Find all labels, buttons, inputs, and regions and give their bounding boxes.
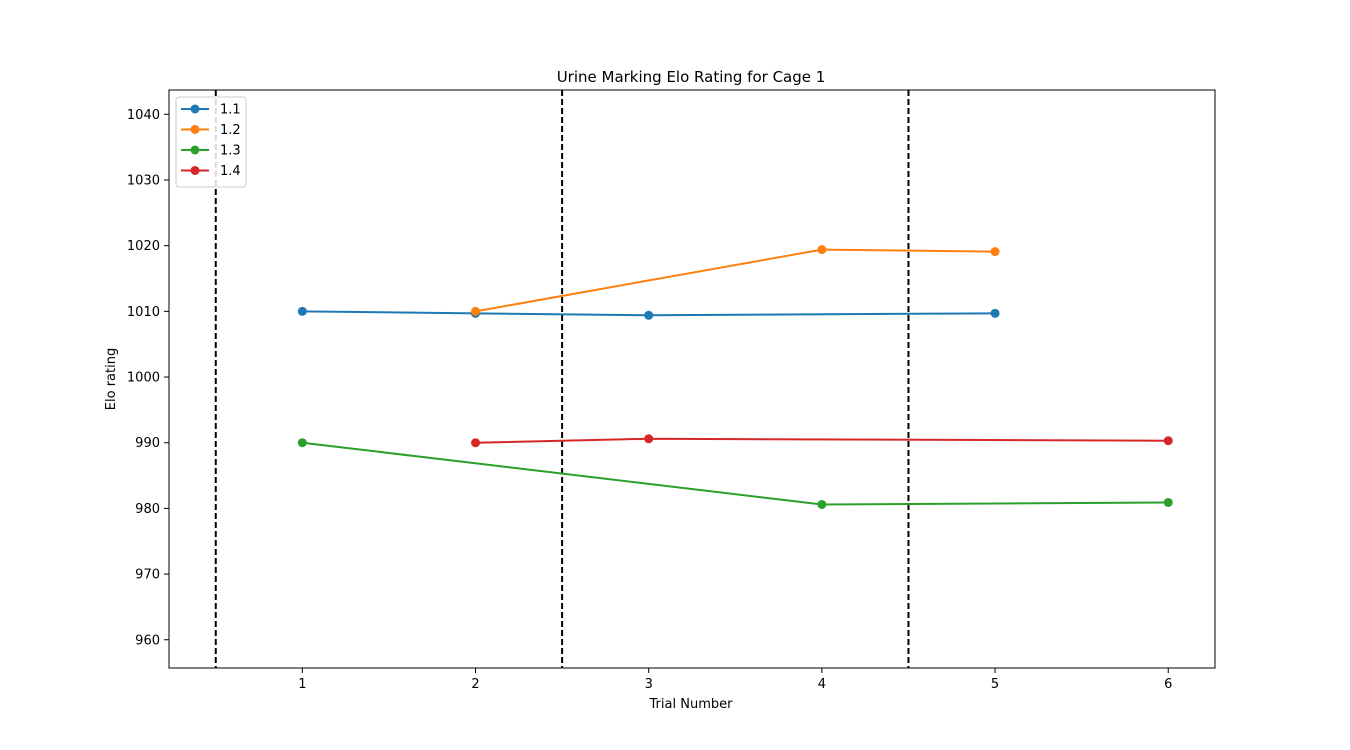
data-point-1.4-1: [644, 434, 654, 444]
plot-area: [214, 90, 1173, 668]
x-axis-label: Trial Number: [649, 697, 734, 712]
legend-label-1.2: 1.2: [220, 123, 241, 138]
x-tick-label-0: 1: [298, 677, 306, 692]
data-point-1.4-2: [1163, 436, 1173, 446]
chart-title: Urine Marking Elo Rating for Cage 1: [557, 68, 826, 86]
legend-marker-1.4: [190, 166, 200, 175]
y-axis-label: Elo rating: [104, 348, 119, 410]
y-tick-label-0: 960: [135, 633, 160, 648]
series-line-1.4: [475, 437, 1169, 444]
data-point-1.1-0: [297, 306, 307, 316]
data-point-1.2-0: [471, 306, 481, 316]
data-point-1.1-3: [990, 308, 1000, 318]
y-tick-label-5: 1010: [127, 305, 160, 320]
x-axis: 1 2 3 4 5 6: [298, 668, 1172, 692]
y-tick-label-3: 990: [135, 436, 160, 451]
y-tick-label-2: 980: [135, 502, 160, 517]
data-point-1.3-1: [817, 499, 827, 509]
series-line-1.3: [302, 441, 1169, 506]
legend-marker-1.3: [190, 145, 200, 155]
data-point-1.1-2: [644, 310, 654, 320]
data-point-1.3-2: [1163, 497, 1173, 507]
legend-label-1.1: 1.1: [220, 103, 241, 118]
plot-frame: [168, 89, 1216, 669]
y-axis: 960 970 980 990 1000 1010 1020 1030 1040: [127, 108, 169, 648]
x-tick-label-5: 6: [1164, 677, 1172, 692]
legend-marker-1.1: [190, 104, 200, 114]
data-point-1.2-2: [990, 247, 1000, 257]
data-point-1.3-0: [297, 438, 307, 448]
legend-box: [175, 96, 247, 188]
x-tick-label-4: 5: [991, 677, 999, 692]
series-line-1.2: [475, 248, 996, 313]
y-tick-label-1: 970: [135, 568, 160, 583]
x-tick-label-2: 3: [645, 677, 653, 692]
legend: 1.1 1.2 1.3 1.4: [175, 96, 247, 188]
x-tick-label-1: 2: [471, 677, 479, 692]
series-line-1.1: [302, 310, 996, 317]
y-tick-label-8: 1040: [127, 108, 160, 123]
y-tick-label-4: 1000: [127, 371, 160, 386]
x-tick-label-3: 4: [818, 677, 826, 692]
data-point-1.4-0: [471, 438, 481, 448]
y-tick-label-7: 1030: [127, 173, 160, 188]
data-point-1.2-1: [817, 245, 827, 255]
legend-label-1.4: 1.4: [220, 164, 241, 179]
legend-label-1.3: 1.3: [220, 144, 241, 159]
legend-marker-1.2: [190, 125, 200, 134]
y-tick-label-6: 1020: [127, 239, 160, 254]
